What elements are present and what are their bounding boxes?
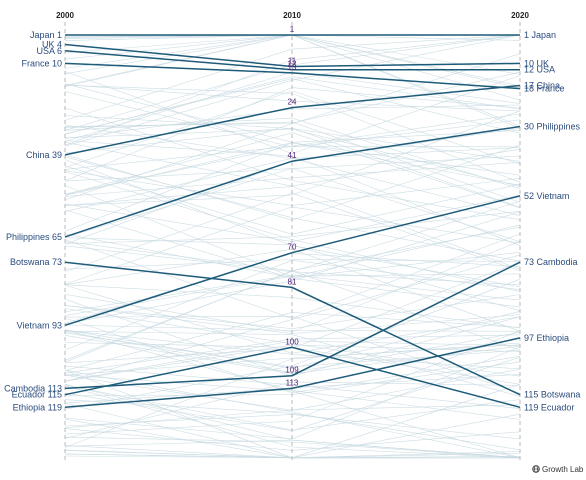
label-2000-japan: Japan 1 <box>30 30 62 40</box>
brand-name: Growth Lab <box>542 465 584 474</box>
background-line <box>64 107 521 221</box>
label-2020-ecuador: 119 Ecuador <box>524 402 574 412</box>
label-2010-uk: 11 <box>288 57 297 66</box>
series-line-botswana <box>64 261 521 396</box>
label-2000-ethiopia: Ethiopia 119 <box>13 402 62 412</box>
series-line-ethiopia <box>64 337 521 409</box>
background-line <box>64 34 521 121</box>
series-line-china <box>64 84 521 156</box>
background-line <box>64 385 521 459</box>
year-label-2000: 2000 <box>56 11 74 20</box>
label-2000-philippines: Philippines 65 <box>6 232 62 242</box>
background-line <box>64 399 521 451</box>
background-line <box>64 110 521 206</box>
label-2020-philippines: 30 Philippines <box>524 122 581 132</box>
label-2010-cambodia: 109 <box>285 366 299 375</box>
label-2020-china: 17 China <box>524 81 560 91</box>
series-line-uk <box>64 43 521 68</box>
background-line <box>64 132 521 209</box>
background-line <box>64 156 521 262</box>
highlight-lines <box>64 34 521 409</box>
label-2020-cambodia: 73 Cambodia <box>524 257 578 267</box>
background-line <box>64 209 521 308</box>
background-line <box>64 340 521 382</box>
background-line <box>64 261 521 364</box>
background-line <box>64 90 521 168</box>
background-line <box>64 91 521 148</box>
background-line <box>64 329 521 420</box>
label-2000-usa: USA 6 <box>36 46 62 56</box>
background-line <box>64 159 521 288</box>
series-line-vietnam <box>64 195 521 327</box>
label-2020-uk: 10 UK <box>524 58 549 68</box>
label-2000-ecuador: Ecuador 115 <box>12 390 62 400</box>
series-line-france <box>64 62 521 90</box>
label-2010-botswana: 81 <box>288 277 297 286</box>
label-2010-ecuador: 100 <box>285 337 299 346</box>
background-line <box>64 211 521 244</box>
background-line <box>64 76 521 135</box>
background-line <box>64 245 521 286</box>
background-line <box>64 330 521 397</box>
brand-logo: Growth Lab <box>532 465 584 474</box>
label-2020-ethiopia: 97 Ethiopia <box>524 333 569 343</box>
series-line-usa <box>64 50 520 71</box>
label-2010-ethiopia: 113 <box>286 378 299 387</box>
label-2000-france: France 10 <box>21 58 62 68</box>
label-2000-botswana: Botswana 73 <box>10 257 62 267</box>
label-2010-philippines: 41 <box>288 151 297 160</box>
label-2010-vietnam: 70 <box>288 243 297 252</box>
background-line <box>64 294 521 330</box>
background-line <box>64 117 521 190</box>
background-line <box>64 237 521 312</box>
label-2000-china: China 39 <box>26 150 62 160</box>
label-2010-japan: 1 <box>290 25 295 34</box>
background-line <box>64 384 521 459</box>
label-2000-uk: UK 4 <box>42 40 62 50</box>
background-line <box>64 365 521 409</box>
series-line-ecuador <box>64 346 521 409</box>
background-line <box>64 171 521 292</box>
label-2020-vietnam: 52 Vietnam <box>524 191 569 201</box>
label-2020-usa: 12 USA <box>524 65 555 75</box>
series-line-cambodia <box>64 261 521 390</box>
label-2010-china: 24 <box>288 98 297 107</box>
background-line <box>64 374 521 459</box>
background-line <box>64 211 521 325</box>
year-label-2020: 2020 <box>511 11 529 20</box>
label-2020-france: 18 France <box>524 84 565 94</box>
label-2020-botswana: 115 Botswana <box>524 390 580 400</box>
rank-labels: Japan 1 1 1 Japan UK 4 11 10 UK USA 6 12 12 USA F… <box>4 25 580 412</box>
year-label-2010: 2010 <box>283 11 301 20</box>
series-line-philippines <box>64 125 521 238</box>
label-2010-usa: 12 <box>288 60 297 69</box>
label-2020-japan: 1 Japan <box>524 30 556 40</box>
label-2000-cambodia: Cambodia 113 <box>4 383 62 393</box>
label-2000-vietnam: Vietnam 93 <box>17 320 62 330</box>
label-2010-france: 13 <box>288 63 297 72</box>
globe-logo-icon <box>532 465 540 473</box>
